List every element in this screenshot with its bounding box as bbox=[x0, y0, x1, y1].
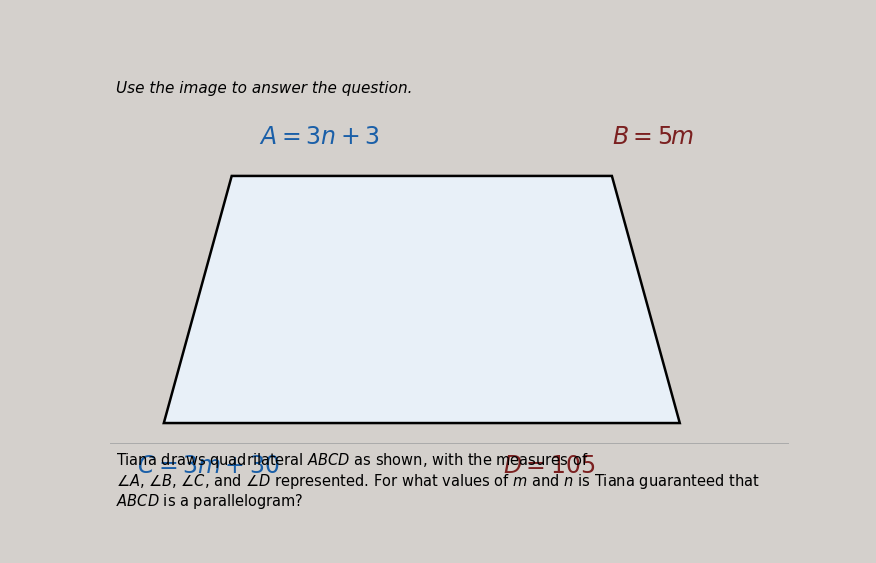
Text: $\angle A$, $\angle B$, $\angle C$, and $\angle D$ represented. For what values : $\angle A$, $\angle B$, $\angle C$, and … bbox=[117, 472, 759, 490]
Polygon shape bbox=[164, 176, 680, 423]
Text: Use the image to answer the question.: Use the image to answer the question. bbox=[117, 81, 413, 96]
Text: $C = 3m + 30$: $C = 3m + 30$ bbox=[137, 454, 279, 479]
Text: Tiana draws quadrilateral $\mathit{ABCD}$ as shown, with the measures of: Tiana draws quadrilateral $\mathit{ABCD}… bbox=[117, 451, 589, 470]
Text: $B = 5m$: $B = 5m$ bbox=[611, 125, 695, 149]
Text: $D = 105$: $D = 105$ bbox=[503, 454, 596, 479]
Text: $A = 3n + 3$: $A = 3n + 3$ bbox=[259, 125, 379, 149]
Text: $\mathit{ABCD}$ is a parallelogram?: $\mathit{ABCD}$ is a parallelogram? bbox=[117, 491, 304, 511]
